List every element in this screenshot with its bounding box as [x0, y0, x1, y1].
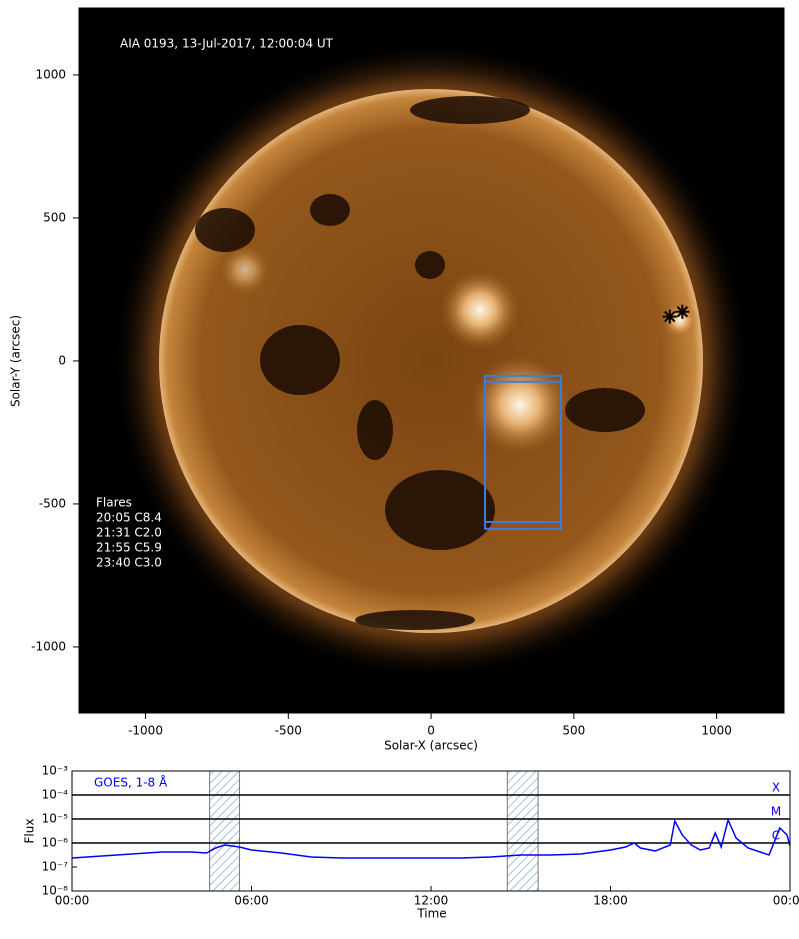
y-tick-label: 10⁻⁴ — [42, 788, 69, 802]
y-tick-label: 10⁻⁵ — [42, 812, 69, 826]
shaded-interval — [506, 770, 539, 892]
y-tick-label: 10⁻⁷ — [42, 860, 69, 874]
level-label: C — [772, 829, 780, 843]
x-tick-label: 1000 — [701, 724, 732, 738]
flare-entry: 23:40 C3.0 — [96, 556, 162, 570]
legend-label: GOES, 1-8 Å — [94, 775, 168, 790]
flare-entry: 21:55 C5.9 — [96, 541, 162, 555]
x-tick-label: 06:00 — [234, 894, 269, 908]
goes-plot-area — [72, 771, 790, 891]
flare-entry: 21:31 C2.0 — [96, 526, 162, 540]
x-tick-label: 18:00 — [593, 894, 628, 908]
level-label: M — [771, 805, 781, 819]
goes-curve — [71, 817, 791, 859]
x-tick-label: 00:00 — [773, 894, 799, 908]
y-tick-label: 1000 — [35, 67, 66, 81]
y-tick-label: -1000 — [31, 639, 66, 653]
x-tick-label: -1000 — [128, 724, 163, 738]
y-tick-label: -500 — [39, 496, 66, 510]
level-label: X — [772, 781, 780, 795]
y-tick-label: 10⁻⁶ — [42, 836, 69, 850]
y-axis-label: Solar-Y (arcsec) — [9, 315, 23, 407]
shaded-interval — [209, 770, 241, 892]
x-tick-label: 00:00 — [55, 894, 90, 908]
x-tick-label: 0 — [427, 724, 435, 738]
y-tick-label: 10⁻⁸ — [42, 884, 69, 898]
flares-title: Flares — [96, 496, 132, 510]
plot-frame — [71, 770, 791, 892]
image-annotation: AIA 0193, 13-Jul-2017, 12:00:04 UT — [120, 37, 334, 51]
y-tick-label: 500 — [43, 210, 66, 224]
flare-entry: 20:05 C8.4 — [96, 511, 162, 525]
region-box — [484, 380, 562, 523]
x-axis-label: Solar-X (arcsec) — [384, 739, 478, 753]
y-tick-label: 10⁻³ — [42, 764, 69, 778]
solar-image — [79, 8, 784, 713]
x-tick-label: 12:00 — [414, 894, 449, 908]
x-tick-label: -500 — [275, 724, 302, 738]
y-axis-label: Flux — [23, 819, 37, 844]
x-tick-label: 500 — [562, 724, 585, 738]
marker — [675, 304, 690, 319]
marker — [662, 309, 677, 324]
y-tick-label: 0 — [58, 353, 66, 367]
x-axis-label: Time — [416, 907, 446, 921]
